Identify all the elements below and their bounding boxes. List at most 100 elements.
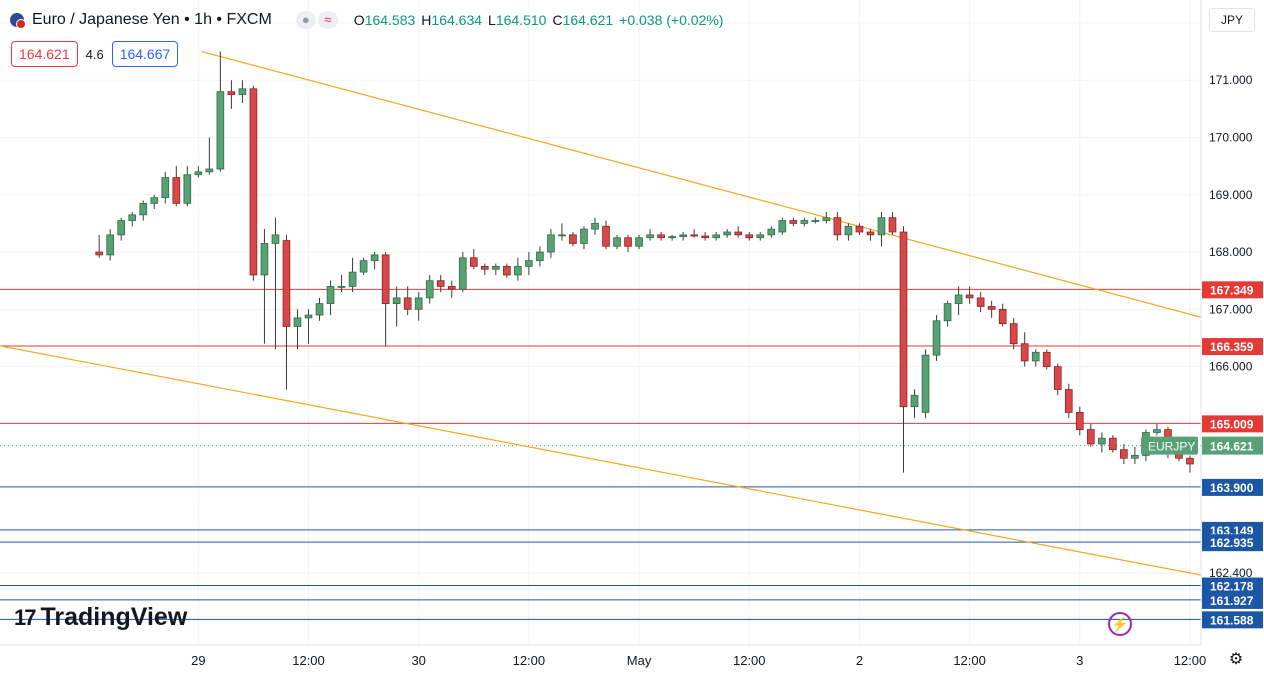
candle-body <box>425 280 434 299</box>
candle-body <box>172 177 181 204</box>
dots-icon[interactable]: ● <box>295 11 316 29</box>
support-level-label: 161.588 <box>1210 613 1254 627</box>
candle-body <box>492 265 500 270</box>
candle-body <box>811 220 820 222</box>
candle-body <box>635 237 643 247</box>
candle-body <box>1075 412 1084 431</box>
indicator-pills[interactable]: ● ≈ <box>295 11 338 29</box>
x-tick-label: 30 <box>411 653 425 668</box>
support-level-label-bg <box>1202 611 1263 629</box>
x-tick-label: 12:00 <box>292 653 325 668</box>
x-tick-label: 12:00 <box>1174 653 1207 668</box>
last-price-label-bg <box>1202 436 1263 455</box>
candle-body <box>238 88 247 95</box>
candle-body <box>436 280 445 287</box>
symbol-title[interactable]: Euro / Japanese Yen • 1h • FXCM <box>32 11 272 28</box>
candle-body <box>690 234 698 237</box>
candle-body <box>1131 454 1139 459</box>
y-tick-label: 171.000 <box>1209 73 1253 87</box>
candle-body <box>1064 389 1073 413</box>
settings-gear-icon[interactable]: ⚙ <box>1228 651 1244 668</box>
candle-body <box>525 260 533 267</box>
candle-body <box>194 171 203 176</box>
brand-name: TradingView <box>40 603 188 631</box>
x-tick-label: 29 <box>191 653 205 668</box>
candle-body <box>943 303 952 322</box>
candle-body <box>1053 366 1062 390</box>
candle-body <box>866 231 875 236</box>
candle-body <box>249 88 258 276</box>
candle-body <box>778 220 787 233</box>
candle-body <box>987 306 996 310</box>
candle-body <box>106 234 114 256</box>
symbol-label: EURJPY <box>1148 440 1195 454</box>
candle-body <box>954 294 963 304</box>
candle-body <box>767 228 776 236</box>
support-level-label-bg <box>1202 534 1263 552</box>
candle-body <box>271 234 280 244</box>
resistance-level-label: 166.359 <box>1210 340 1254 354</box>
candle-body <box>414 297 423 310</box>
candle-body <box>514 265 522 276</box>
candle-body <box>668 236 676 239</box>
resistance-level-label-bg <box>1202 415 1263 433</box>
sell-button[interactable]: 164.621 <box>11 41 78 67</box>
candle-body <box>998 308 1007 325</box>
candle-body <box>359 260 368 273</box>
lightning-icon[interactable]: ⚡ <box>1108 612 1132 636</box>
level-lines <box>0 288 1201 620</box>
candle-body <box>1120 449 1128 459</box>
x-tick-label: 12:00 <box>953 653 986 668</box>
trade-buttons: 164.621 4.6 164.667 <box>11 41 179 67</box>
resistance-level-label-bg <box>1202 338 1263 356</box>
candle-body <box>888 217 897 233</box>
candle-body <box>1153 429 1161 433</box>
candle-body <box>1087 429 1095 445</box>
x-tick-label: 12:00 <box>513 653 546 668</box>
candle-body <box>469 257 478 267</box>
candle-body <box>282 240 291 327</box>
tv-mark-icon: 17 <box>14 604 37 630</box>
x-tick-label: May <box>627 653 652 668</box>
currency-selector[interactable]: JPY <box>1209 8 1255 32</box>
candle-body <box>844 225 853 236</box>
y-tick-label: 167.000 <box>1209 302 1253 316</box>
currency-flag-icon <box>10 13 26 29</box>
support-level-label-bg <box>1202 591 1263 609</box>
trendline[interactable] <box>0 345 1264 600</box>
candle-body <box>536 251 544 262</box>
candle-body <box>1186 457 1194 465</box>
candle-body <box>679 234 687 237</box>
candle-body <box>293 317 302 327</box>
wave-icon[interactable]: ≈ <box>317 11 338 29</box>
candle-body <box>558 234 566 237</box>
candle-body <box>657 234 665 239</box>
buy-button[interactable]: 164.667 <box>111 41 179 67</box>
candle-body <box>403 297 412 310</box>
chart-header: Euro / Japanese Yen • 1h • FXCM ● ≈ O164… <box>10 9 723 31</box>
x-tick-label: 12:00 <box>733 653 766 668</box>
candle-body <box>183 174 192 204</box>
candle-body <box>591 223 599 230</box>
ohlc-readout: O164.583 H164.634 L164.510 C164.621 +0.0… <box>353 12 724 28</box>
candle-body <box>381 254 390 304</box>
price-labels: 167.349166.359165.009163.900163.149162.9… <box>1141 281 1263 629</box>
x-tick-label: 3 <box>1076 653 1083 668</box>
candle-body <box>95 251 103 256</box>
candle-body <box>337 286 346 288</box>
symbol-label-bg <box>1141 436 1198 455</box>
candle-body <box>1109 437 1117 451</box>
resistance-level-label: 165.009 <box>1210 417 1254 431</box>
x-tick-label: 2 <box>856 653 863 668</box>
candle-body <box>348 271 357 287</box>
trendline[interactable] <box>201 50 1264 353</box>
candle-body <box>216 91 225 170</box>
resistance-level-label: 167.349 <box>1210 283 1254 297</box>
candle-body <box>613 237 621 247</box>
tradingview-logo: 17 TradingView <box>14 603 187 632</box>
candle-body <box>580 228 588 244</box>
y-tick-label: 162.400 <box>1209 566 1253 580</box>
y-tick-label: 170.000 <box>1209 130 1253 144</box>
